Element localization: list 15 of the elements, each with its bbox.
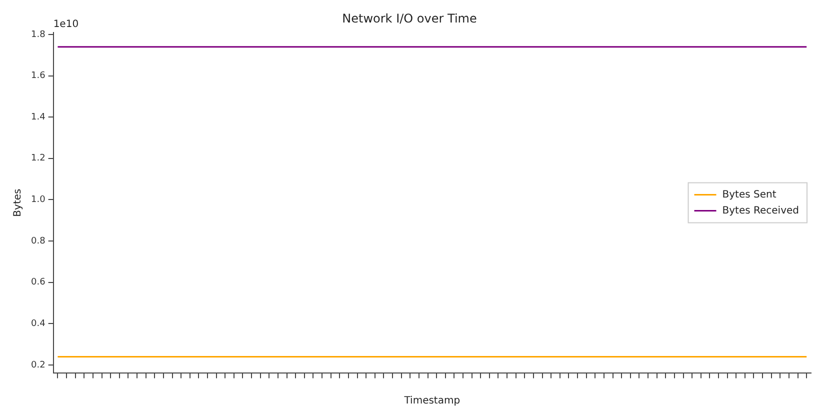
y-tick-label: 0.2 xyxy=(30,360,46,370)
legend-label: Bytes Sent xyxy=(722,189,776,200)
text: 1e10 xyxy=(53,18,79,30)
x-axis-title: Timestamp xyxy=(403,396,460,407)
y-tick-label: 1.4 xyxy=(30,112,46,122)
chart-title: Network I/O over Time xyxy=(342,11,477,26)
y-tick-label: 0.4 xyxy=(30,318,46,329)
y-tick-label: 1.2 xyxy=(30,154,46,164)
y-tick-label: 1.8 xyxy=(30,30,46,40)
legend-label: Bytes Received xyxy=(722,205,800,216)
y-tick-label: 0.6 xyxy=(30,278,46,288)
y-tick-label: 1.0 xyxy=(30,195,46,206)
y-tick-label: 0.8 xyxy=(30,236,46,246)
y-tick-label: 1.6 xyxy=(30,71,46,82)
y-axis-title: Bytes xyxy=(12,188,24,217)
